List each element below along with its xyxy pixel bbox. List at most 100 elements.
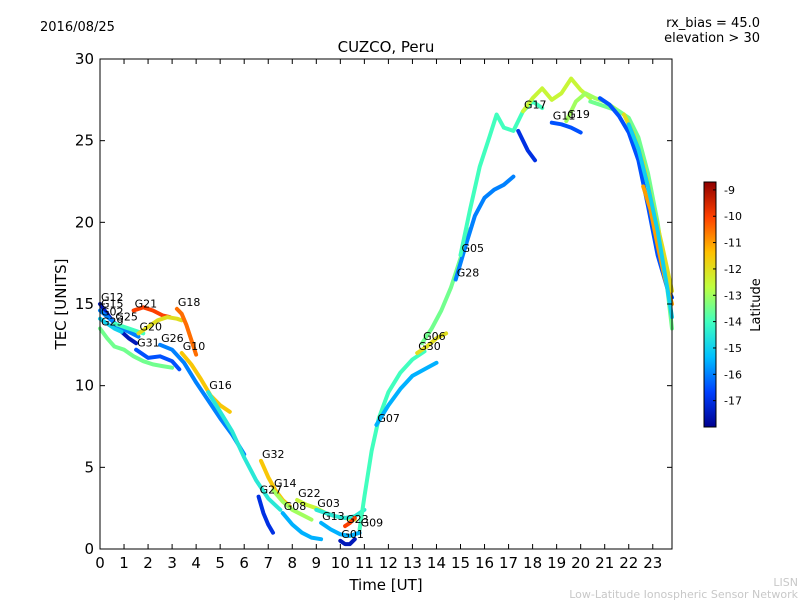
track-g07 bbox=[374, 360, 439, 427]
track-track-blue-drop bbox=[516, 128, 537, 163]
colorbar-tick-label: -14 bbox=[724, 316, 742, 329]
sat-label-g25: G25 bbox=[115, 311, 138, 324]
x-tick-label: 15 bbox=[451, 554, 470, 572]
colorbar-tick-label: -15 bbox=[724, 342, 742, 355]
sat-label-g15: G15 bbox=[101, 298, 124, 311]
x-tick-label: 10 bbox=[331, 554, 350, 572]
sat-label-g17: G17 bbox=[524, 98, 547, 111]
sat-label-g14: G14 bbox=[274, 477, 297, 490]
x-tick-label: 3 bbox=[167, 554, 177, 572]
colorbar-tick-label: -12 bbox=[724, 263, 742, 276]
track-g31 bbox=[134, 347, 182, 372]
date-label: 2016/08/25 bbox=[40, 20, 115, 35]
x-tick-label: 14 bbox=[427, 554, 446, 572]
track-g05 bbox=[458, 99, 545, 257]
x-tick-label: 0 bbox=[95, 554, 105, 572]
sat-label-g28: G28 bbox=[457, 267, 480, 280]
track-g20 bbox=[136, 315, 184, 336]
track-g27 bbox=[256, 494, 275, 535]
x-tick-label: 7 bbox=[263, 554, 273, 572]
sat-label-g08: G08 bbox=[284, 500, 307, 513]
y-tick-label: 10 bbox=[75, 377, 94, 395]
colorbar-tick-label: -16 bbox=[724, 368, 742, 381]
x-axis-label: Time [UT] bbox=[348, 576, 422, 594]
track-g30 bbox=[415, 331, 449, 355]
x-tick-label: 9 bbox=[312, 554, 322, 572]
sat-label-g16: G16 bbox=[209, 379, 232, 392]
x-tick-label: 20 bbox=[571, 554, 590, 572]
sat-label-g01: G01 bbox=[341, 528, 364, 541]
sat-label-g19: G19 bbox=[567, 108, 590, 121]
y-tick-label: 30 bbox=[75, 50, 94, 68]
sat-label-g32: G32 bbox=[262, 448, 285, 461]
sat-label-g11: G11 bbox=[553, 110, 576, 123]
sat-label-g06: G06 bbox=[423, 330, 446, 343]
track-g03 bbox=[314, 507, 367, 520]
x-tick-label: 16 bbox=[475, 554, 494, 572]
x-tick-label: 19 bbox=[547, 554, 566, 572]
colorbar bbox=[703, 181, 717, 428]
sat-label-g20: G20 bbox=[140, 320, 163, 333]
sat-label-g18: G18 bbox=[178, 296, 201, 309]
colorbar-tick-label: -11 bbox=[724, 237, 742, 250]
track-g09 bbox=[357, 349, 427, 532]
track-g14 bbox=[271, 488, 314, 522]
sat-label-g29: G29 bbox=[101, 316, 124, 329]
credit-short: LISN bbox=[773, 576, 798, 589]
sat-label-g10: G10 bbox=[183, 340, 206, 353]
x-tick-label: 11 bbox=[355, 554, 374, 572]
sat-label-g13: G13 bbox=[322, 510, 345, 523]
x-tick-label: 21 bbox=[595, 554, 614, 572]
y-tick-label: 20 bbox=[75, 213, 94, 231]
rx-bias-label: rx_bias = 45.0 bbox=[666, 16, 760, 31]
track-g29 bbox=[98, 326, 175, 370]
chart-title: CUZCO, Peru bbox=[338, 38, 435, 56]
sat-label-g22: G22 bbox=[298, 487, 321, 500]
x-tick-label: 17 bbox=[499, 554, 518, 572]
track-g16 bbox=[206, 390, 283, 512]
x-tick-label: 2 bbox=[143, 554, 153, 572]
track-g11 bbox=[549, 120, 583, 135]
x-axis-ticks: 0 1 2 3 4 5 6 7 8 9 10 11 12 13 14 15 16 17 18 19 20 21 22 23 bbox=[95, 59, 662, 572]
sat-label-g05: G05 bbox=[462, 242, 485, 255]
sat-label-g21: G21 bbox=[135, 298, 158, 311]
x-tick-label: 22 bbox=[619, 554, 638, 572]
track-g08 bbox=[280, 511, 324, 542]
track-g17 bbox=[521, 76, 593, 114]
sat-label-g27: G27 bbox=[260, 484, 283, 497]
track-g23 bbox=[343, 516, 357, 529]
data-tracks bbox=[98, 76, 674, 547]
y-tick-label: 0 bbox=[84, 540, 94, 558]
sat-label-g31: G31 bbox=[137, 337, 160, 350]
colorbar-tick-label: -9 bbox=[724, 184, 735, 197]
y-tick-label: 15 bbox=[75, 295, 94, 313]
track-g18 bbox=[174, 306, 199, 357]
x-tick-label: 23 bbox=[643, 554, 662, 572]
track-g02 bbox=[98, 316, 124, 334]
track-track-late-e bbox=[626, 122, 674, 320]
track-g13 bbox=[319, 520, 362, 538]
track-g10 bbox=[179, 351, 232, 414]
track-g26 bbox=[158, 342, 247, 457]
y-axis-ticks: 0 5 10 15 20 25 30 bbox=[75, 50, 672, 558]
x-tick-label: 4 bbox=[191, 554, 201, 572]
sat-label-g30: G30 bbox=[418, 340, 441, 353]
elevation-label: elevation > 30 bbox=[664, 31, 760, 46]
colorbar-label: Latitude bbox=[749, 278, 764, 332]
sat-label-g07: G07 bbox=[377, 412, 400, 425]
x-tick-label: 1 bbox=[119, 554, 129, 572]
x-tick-label: 5 bbox=[215, 554, 225, 572]
colorbar-ticks: -9 -10 -11 -12 -13 -14 -15 -16 -17 bbox=[713, 184, 742, 408]
y-tick-label: 25 bbox=[75, 132, 94, 150]
y-axis-label: TEC [UNITS] bbox=[52, 259, 70, 351]
sat-label-g12: G12 bbox=[101, 291, 124, 304]
track-g01 bbox=[338, 537, 357, 547]
x-tick-label: 18 bbox=[523, 554, 542, 572]
colorbar-tick-label: -10 bbox=[724, 210, 742, 223]
sat-label-g03: G03 bbox=[317, 497, 340, 510]
sat-label-g23: G23 bbox=[346, 513, 369, 526]
x-tick-label: 12 bbox=[379, 554, 398, 572]
colorbar-tick-label: -17 bbox=[724, 395, 742, 408]
